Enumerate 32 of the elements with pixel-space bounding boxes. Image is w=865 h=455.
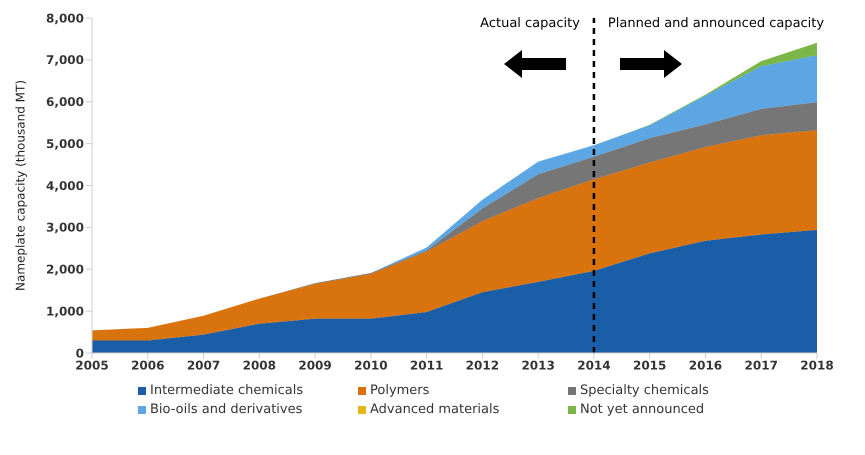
- x-tick-label: 2018: [800, 358, 834, 373]
- y-tick-label: 5,000: [46, 136, 84, 151]
- x-tick-label: 2010: [354, 358, 388, 373]
- x-tick-label: 2006: [131, 358, 164, 373]
- x-tick-label: 2016: [688, 358, 722, 373]
- annotation: Actual capacity: [480, 16, 580, 31]
- x-tick-label: 2008: [242, 358, 276, 373]
- y-tick-label: 2,000: [46, 262, 84, 277]
- x-tick-label: 2012: [466, 358, 500, 373]
- x-tick-label: 2011: [410, 358, 444, 373]
- y-tick-label: 4,000: [46, 178, 84, 193]
- legend-label: Bio-oils and derivatives: [150, 402, 302, 417]
- y-tick-label: 0: [76, 346, 84, 360]
- y-tick-label: 7,000: [46, 53, 84, 68]
- legend-label: Not yet announced: [580, 402, 704, 417]
- y-tick-label: 3,000: [46, 220, 84, 235]
- y-axis-title: Nameplate capacity (thousand MT): [13, 80, 28, 292]
- y-tick-label: 1,000: [46, 304, 84, 318]
- legend-label: Advanced materials: [370, 402, 500, 417]
- x-tick-label: 2015: [632, 358, 666, 373]
- x-tick-label: 2005: [75, 358, 109, 373]
- legend-label: Specialty chemicals: [580, 383, 709, 398]
- x-tick-label: 2017: [744, 358, 778, 373]
- y-tick-label: 8,000: [46, 11, 84, 26]
- legend-label: Polymers: [370, 383, 430, 398]
- y-tick-label: 6,000: [46, 95, 84, 110]
- x-tick-label: 2009: [298, 358, 332, 373]
- x-tick-label: 2013: [521, 358, 555, 373]
- annotation: Planned and announced capacity: [608, 16, 824, 31]
- legend-label: Intermediate chemicals: [150, 383, 304, 398]
- x-tick-label: 2014: [577, 358, 611, 373]
- x-tick-label: 2007: [186, 358, 220, 373]
